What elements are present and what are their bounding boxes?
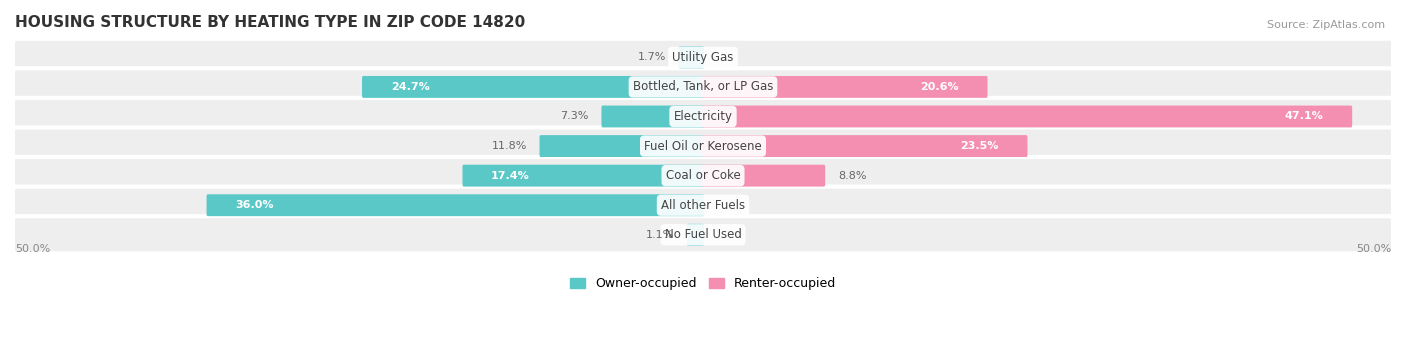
FancyBboxPatch shape (13, 98, 1393, 135)
Text: Electricity: Electricity (673, 110, 733, 123)
Text: 36.0%: 36.0% (235, 200, 274, 210)
Text: Coal or Coke: Coal or Coke (665, 169, 741, 182)
Text: No Fuel Used: No Fuel Used (665, 228, 741, 241)
FancyBboxPatch shape (602, 106, 704, 128)
FancyBboxPatch shape (13, 157, 1393, 194)
FancyBboxPatch shape (702, 165, 825, 187)
Text: 7.3%: 7.3% (561, 112, 589, 121)
FancyBboxPatch shape (702, 106, 1353, 128)
Legend: Owner-occupied, Renter-occupied: Owner-occupied, Renter-occupied (565, 272, 841, 295)
FancyBboxPatch shape (13, 39, 1393, 76)
Text: All other Fuels: All other Fuels (661, 199, 745, 212)
Text: 23.5%: 23.5% (960, 141, 998, 151)
FancyBboxPatch shape (702, 135, 1028, 157)
Text: 24.7%: 24.7% (391, 82, 429, 92)
Text: 8.8%: 8.8% (838, 170, 866, 181)
Text: 1.7%: 1.7% (637, 52, 666, 62)
FancyBboxPatch shape (702, 76, 987, 98)
Text: 47.1%: 47.1% (1285, 112, 1323, 121)
Text: 20.6%: 20.6% (921, 82, 959, 92)
Text: Bottled, Tank, or LP Gas: Bottled, Tank, or LP Gas (633, 80, 773, 93)
FancyBboxPatch shape (13, 128, 1393, 165)
Text: 1.1%: 1.1% (645, 230, 673, 240)
FancyBboxPatch shape (686, 224, 704, 246)
Text: 11.8%: 11.8% (492, 141, 527, 151)
FancyBboxPatch shape (463, 165, 704, 187)
FancyBboxPatch shape (13, 216, 1393, 253)
Text: Utility Gas: Utility Gas (672, 51, 734, 64)
FancyBboxPatch shape (361, 76, 704, 98)
Text: Fuel Oil or Kerosene: Fuel Oil or Kerosene (644, 139, 762, 152)
Text: 50.0%: 50.0% (1355, 244, 1391, 254)
Text: 17.4%: 17.4% (491, 170, 530, 181)
FancyBboxPatch shape (207, 194, 704, 216)
FancyBboxPatch shape (13, 68, 1393, 106)
Text: Source: ZipAtlas.com: Source: ZipAtlas.com (1267, 20, 1385, 30)
FancyBboxPatch shape (679, 46, 704, 68)
Text: HOUSING STRUCTURE BY HEATING TYPE IN ZIP CODE 14820: HOUSING STRUCTURE BY HEATING TYPE IN ZIP… (15, 15, 526, 30)
FancyBboxPatch shape (540, 135, 704, 157)
Text: 50.0%: 50.0% (15, 244, 51, 254)
FancyBboxPatch shape (13, 187, 1393, 224)
